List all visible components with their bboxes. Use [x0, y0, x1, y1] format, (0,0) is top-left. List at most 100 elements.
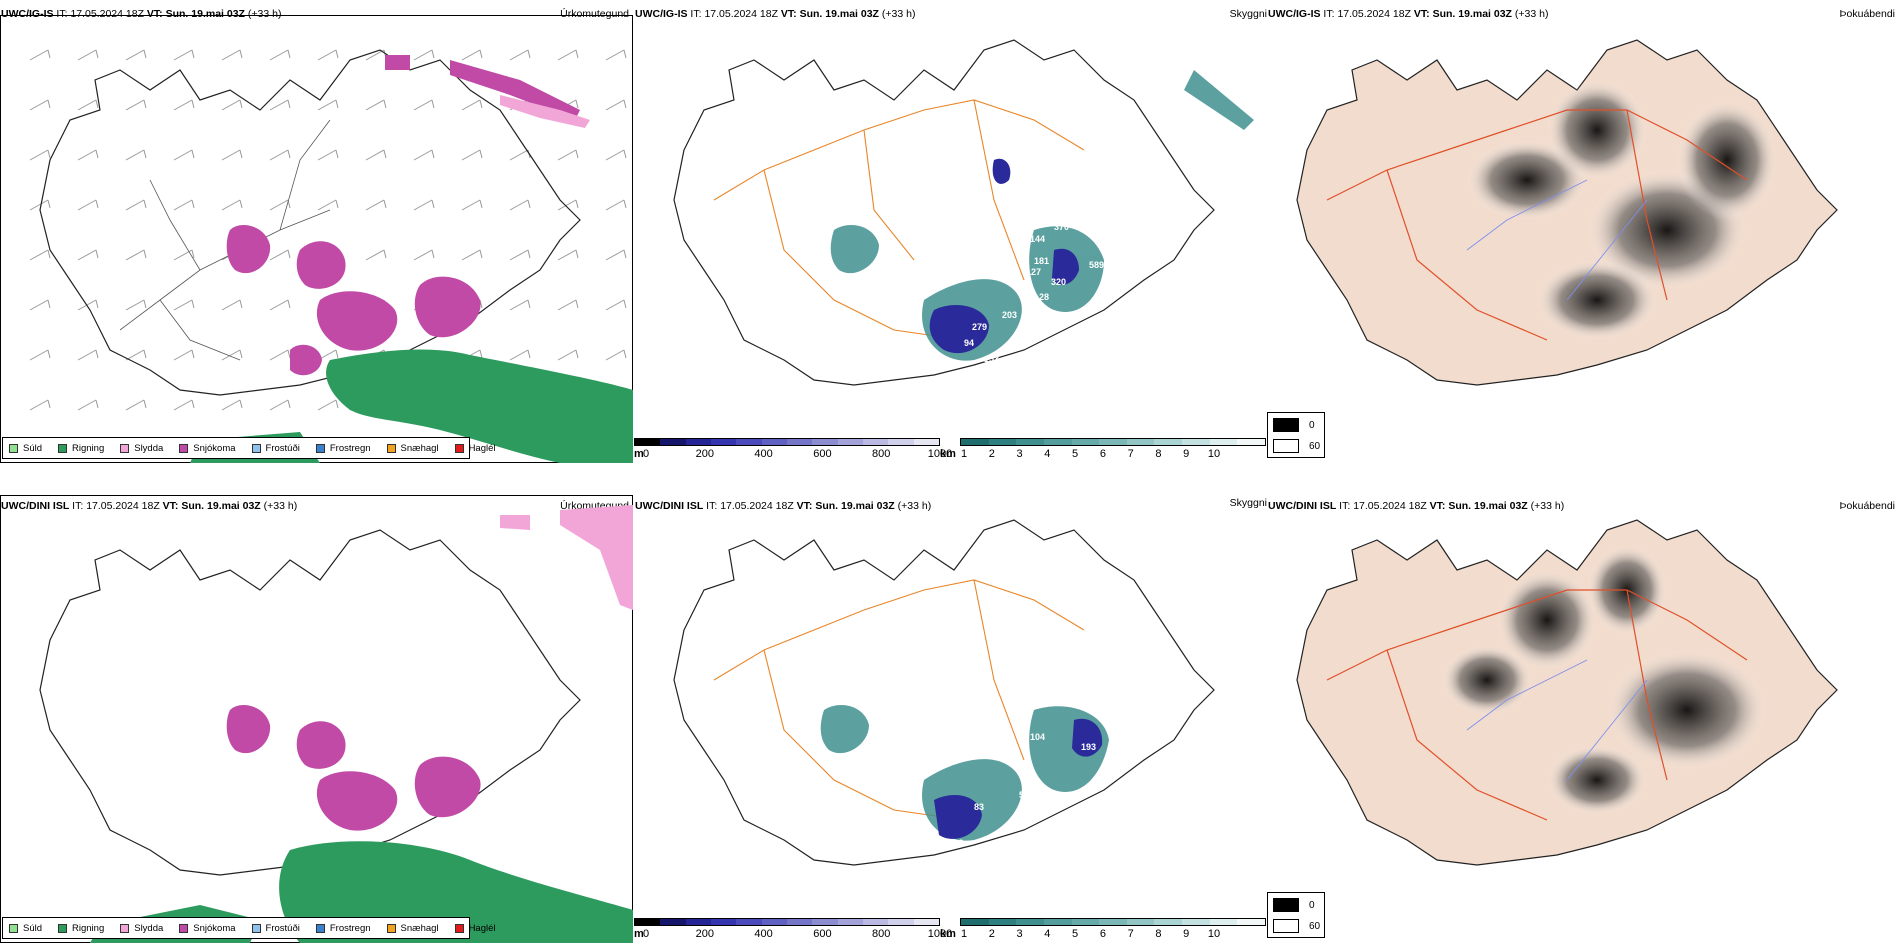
colorbar-tick-label: 9 [1183, 448, 1190, 460]
wind-barb [29, 149, 51, 161]
wind-barb [605, 249, 627, 261]
fog-index-shading [1467, 80, 1777, 340]
wind-barb [557, 349, 579, 361]
colorbar-tick-label: 400 [754, 448, 773, 460]
wind-barb [29, 49, 51, 61]
ptype-legend-label: Súld [23, 442, 43, 454]
lead-time: (+33 h) [897, 500, 932, 512]
ceiling-value-label: 47 [954, 734, 964, 744]
it-label: IT: [72, 500, 84, 512]
colorbar-tick-label: 1000 [927, 448, 953, 460]
fog-legend-bottom: 0 60 [1267, 892, 1325, 938]
wind-barb [29, 349, 51, 361]
ptype-legend-label: Slydda [134, 922, 164, 934]
ptype-legend-swatch [386, 443, 396, 453]
it-label: IT: [1339, 500, 1351, 512]
vt-label: VT: [1413, 8, 1430, 20]
ptype-legend-swatch [9, 923, 18, 933]
ptype-panel-top: UWC/IG-IS IT: 17.05.2024 18Z VT: Sun. 19… [0, 0, 634, 470]
ceiling-value-labels: 240 162 673 249 152 144 181 589 320 237 127 18 13 15 2… [874, 122, 1119, 394]
colorbar-segment [1237, 919, 1266, 925]
header-bottom-cloud: UWC/DINI ISL IT: 17.05.2024 18Z VT: Sun.… [635, 500, 931, 512]
wind-barb [269, 149, 291, 161]
ceiling-colorbar-top [634, 438, 940, 446]
colorbar-tick-label: 600 [813, 448, 832, 460]
visibility-colorbar-bottom [960, 918, 1266, 926]
wind-barb [317, 199, 339, 211]
fog-map-bottom [1296, 519, 1838, 866]
fog-legend-bottom-label: 60 [1309, 440, 1321, 452]
model-name: UWC/IG-IS [635, 8, 688, 20]
header-top-cloud: UWC/IG-IS IT: 17.05.2024 18Z VT: Sun. 19… [635, 8, 915, 20]
wind-barb [77, 149, 99, 161]
wind-barb [77, 199, 99, 211]
colorbar-tick-label: 3 [1016, 928, 1023, 940]
colorbar-segment [710, 439, 737, 445]
visibility-unit-top: km [940, 448, 956, 460]
wind-barb [77, 99, 99, 111]
vt-label: VT: [162, 500, 179, 512]
fog-legend-row-top-value: 0 [1273, 418, 1315, 432]
wind-barb [557, 149, 579, 161]
low-ceiling-areas [934, 718, 1103, 839]
cloud-panel-bottom: UWC/DINI ISL IT: 17.05.2024 18Z VT: Sun.… [634, 480, 1267, 950]
colorbar-segment [862, 439, 889, 445]
wind-barb [77, 399, 99, 411]
ptype-title-top: Úrkomutegund [560, 8, 629, 20]
ceiling-value-label: 119 [924, 348, 939, 358]
ceiling-colorbar-bottom [634, 918, 940, 926]
colorbar-tick-label: 800 [872, 928, 891, 940]
ceiling-ticks-bottom: 0 200 400 600 800 1000 [643, 928, 952, 942]
ptype-legend-item: Frostúði [251, 923, 300, 934]
cloud-panel-top: UWC/IG-IS IT: 17.05.2024 18Z VT: Sun. 19… [634, 0, 1267, 470]
wind-barb [125, 299, 147, 311]
wind-barb [221, 199, 243, 211]
wind-barb [605, 49, 627, 61]
colorbar-segment [736, 919, 762, 925]
colorbar-tick-label: 6 [1099, 448, 1106, 460]
ptype-legend-swatch [251, 443, 261, 453]
ptype-legend-swatch [179, 923, 189, 933]
low-ceiling-areas [929, 158, 1079, 354]
wind-barb [605, 199, 627, 211]
ceiling-value-label: 112 [949, 838, 964, 848]
ceiling-ticks-top: 0 200 400 600 800 1000 [643, 448, 952, 462]
ceiling-value-label: 152 [896, 270, 911, 280]
it-value: 17.05.2024 18Z [1353, 500, 1427, 512]
ptype-legend-label: Frostregn [329, 442, 371, 454]
lead-time: (+33 h) [881, 8, 916, 20]
wind-barb [77, 349, 99, 361]
ceiling-unit-bottom: m [634, 928, 644, 940]
wind-barb [605, 149, 627, 161]
wind-barb [509, 249, 531, 261]
it-label: IT: [1323, 8, 1335, 20]
colorbar-segment [1237, 439, 1266, 445]
fog-legend-swatch [1273, 418, 1299, 432]
ptype-panel-bottom: UWC/DINI ISL IT: 17.05.2024 18Z VT: Sun.… [0, 480, 634, 950]
wind-barb [173, 299, 195, 311]
colorbar-tick-label: 4 [1044, 448, 1051, 460]
colorbar-segment [1071, 439, 1100, 445]
fog-legend-swatch [1273, 919, 1299, 933]
colorbar-tick-label: 4 [1044, 928, 1051, 940]
wind-barb [125, 399, 147, 411]
iceland-coast-outline [673, 519, 1215, 866]
fog-map-top [1296, 39, 1838, 386]
wind-barb [77, 49, 99, 61]
colorbar-tick-label: 10 [1207, 448, 1221, 460]
ptype-legend-swatch [454, 443, 464, 453]
wind-barb [221, 349, 243, 361]
wind-barb [365, 199, 387, 211]
ptype-legend-item: Frostregn [315, 442, 371, 454]
wind-barb [125, 349, 147, 361]
vt-value: Sun. 19.mai 03Z [799, 8, 879, 20]
wind-barb [29, 399, 51, 411]
fog-index-shading [1442, 545, 1767, 815]
ceiling-value-label: 7 [1014, 332, 1019, 342]
wind-barb [125, 149, 147, 161]
ptype-legend-swatch [315, 923, 325, 933]
wind-barb [413, 149, 435, 161]
ptype-legend-label: Haglél [468, 922, 496, 934]
ceiling-value-label: 249 [954, 252, 969, 262]
ptype-legend-swatch [315, 443, 325, 453]
